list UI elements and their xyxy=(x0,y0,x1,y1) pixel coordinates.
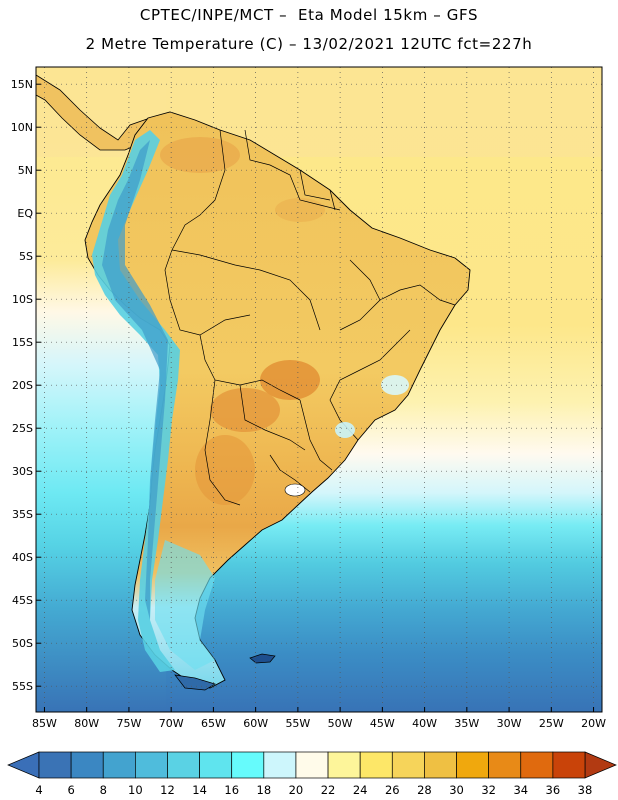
colorbar-label: 32 xyxy=(481,783,496,797)
lon-tick-label: 20W xyxy=(581,717,606,730)
map-title: CPTEC/INPE/MCT – Eta Model 15km – GFS xyxy=(139,6,479,24)
colorbar-label: 26 xyxy=(385,783,400,797)
lat-tick-label: 25S xyxy=(12,422,33,435)
colorbar-low-arrow xyxy=(7,751,40,779)
colorbar-label: 34 xyxy=(513,783,528,797)
colorbar-swatch xyxy=(552,751,586,779)
colorbar-swatch xyxy=(70,751,104,779)
lon-tick-label: 50W xyxy=(328,717,353,730)
colorbar-label: 24 xyxy=(353,783,368,797)
lon-tick-label: 60W xyxy=(243,717,268,730)
lon-tick-label: 45W xyxy=(370,717,395,730)
hot-spot-pantanal xyxy=(260,360,320,400)
lat-tick-label: EQ xyxy=(17,207,33,220)
lon-tick-label: 65W xyxy=(201,717,226,730)
lat-tick-label: 55S xyxy=(12,680,33,693)
colorbar-label: 12 xyxy=(160,783,175,797)
country-borders xyxy=(164,129,456,506)
colorbar-label: 20 xyxy=(289,783,304,797)
colorbar-swatch xyxy=(295,751,329,779)
colorbar-label: 16 xyxy=(224,783,239,797)
colorbar-swatch xyxy=(135,751,168,779)
lat-tick-label: 5N xyxy=(18,164,33,177)
colorbar-label: 10 xyxy=(128,783,143,797)
colorbar-swatch xyxy=(167,751,200,779)
colorbar-label: 4 xyxy=(35,783,42,797)
lat-tick-label: 20S xyxy=(12,379,33,392)
colorbar-swatch xyxy=(520,751,554,779)
lon-tick-label: 80W xyxy=(74,717,99,730)
lat-tick-label: 10N xyxy=(11,121,33,134)
colorbar-high-arrow xyxy=(584,751,617,779)
colorbar-swatch xyxy=(231,751,265,779)
lat-tick-label: 15S xyxy=(12,336,33,349)
lat-tick-label: 35S xyxy=(12,508,33,521)
lagoon xyxy=(284,483,306,497)
colorbar-label: 8 xyxy=(100,783,107,797)
lat-tick-label: 15N xyxy=(11,78,33,91)
colorbar-label: 18 xyxy=(257,783,272,797)
lat-tick-label: 40S xyxy=(12,551,33,564)
longitude-labels: 85W 80W 75W 70W 65W 60W 55W 50W 45W 40W 35W 30W 25W 2… xyxy=(32,717,606,730)
lon-tick-label: 85W xyxy=(32,717,57,730)
colorbar-swatch xyxy=(327,751,361,779)
colorbar-swatch xyxy=(38,751,72,779)
colorbar-label: 36 xyxy=(546,783,561,797)
lon-tick-label: 70W xyxy=(159,717,184,730)
colorbar-label: 30 xyxy=(449,783,464,797)
map-frame xyxy=(35,66,603,713)
colorbar-label: 22 xyxy=(321,783,336,797)
hot-spot-amazon xyxy=(275,198,325,222)
hot-spot-pampas xyxy=(195,435,255,505)
colorbar-swatch xyxy=(488,751,522,779)
hot-spot-chaco xyxy=(210,388,280,432)
graticule xyxy=(36,67,602,712)
tierra-del-fuego xyxy=(174,674,216,691)
colorbar-swatch xyxy=(391,751,425,779)
lon-tick-label: 30W xyxy=(497,717,522,730)
colorbar-swatch xyxy=(199,751,233,779)
colorbar-swatch xyxy=(456,751,489,779)
colorbar-label: 38 xyxy=(578,783,593,797)
hot-spot-venezuela xyxy=(160,137,240,173)
lon-tick-label: 35W xyxy=(454,717,479,730)
lat-tick-label: 50S xyxy=(12,637,33,650)
lon-tick-label: 55W xyxy=(285,717,310,730)
lat-tick-label: 30S xyxy=(12,465,33,478)
colorbar-label: 14 xyxy=(192,783,207,797)
patagonia-cool-area xyxy=(155,540,215,670)
falkland-islands xyxy=(249,653,276,664)
latitude-labels: 15N 10N 5N EQ 5S 10S 15S 20S 25S 30S 35S 40S 45S 50S 5… xyxy=(11,78,34,693)
colorbar-swatch xyxy=(102,751,136,779)
colorbar-swatch xyxy=(263,751,297,779)
colorbar-swatch xyxy=(424,751,457,779)
colorbar-label: 6 xyxy=(67,783,74,797)
lat-tick-label: 5S xyxy=(19,250,33,263)
lon-tick-label: 75W xyxy=(116,717,141,730)
colorbar-swatch xyxy=(359,751,393,779)
colorbar-label: 28 xyxy=(417,783,432,797)
andes-crest xyxy=(102,140,168,620)
cool-patch-minas xyxy=(381,375,409,395)
lat-tick-label: 45S xyxy=(12,594,33,607)
cool-patch-coast xyxy=(335,422,355,438)
lat-tick-label: 10S xyxy=(12,293,33,306)
map-subtitle: 2 Metre Temperature (C) – 13/02/2021 12U… xyxy=(85,35,533,53)
lon-tick-label: 40W xyxy=(412,717,437,730)
lon-tick-label: 25W xyxy=(539,717,564,730)
